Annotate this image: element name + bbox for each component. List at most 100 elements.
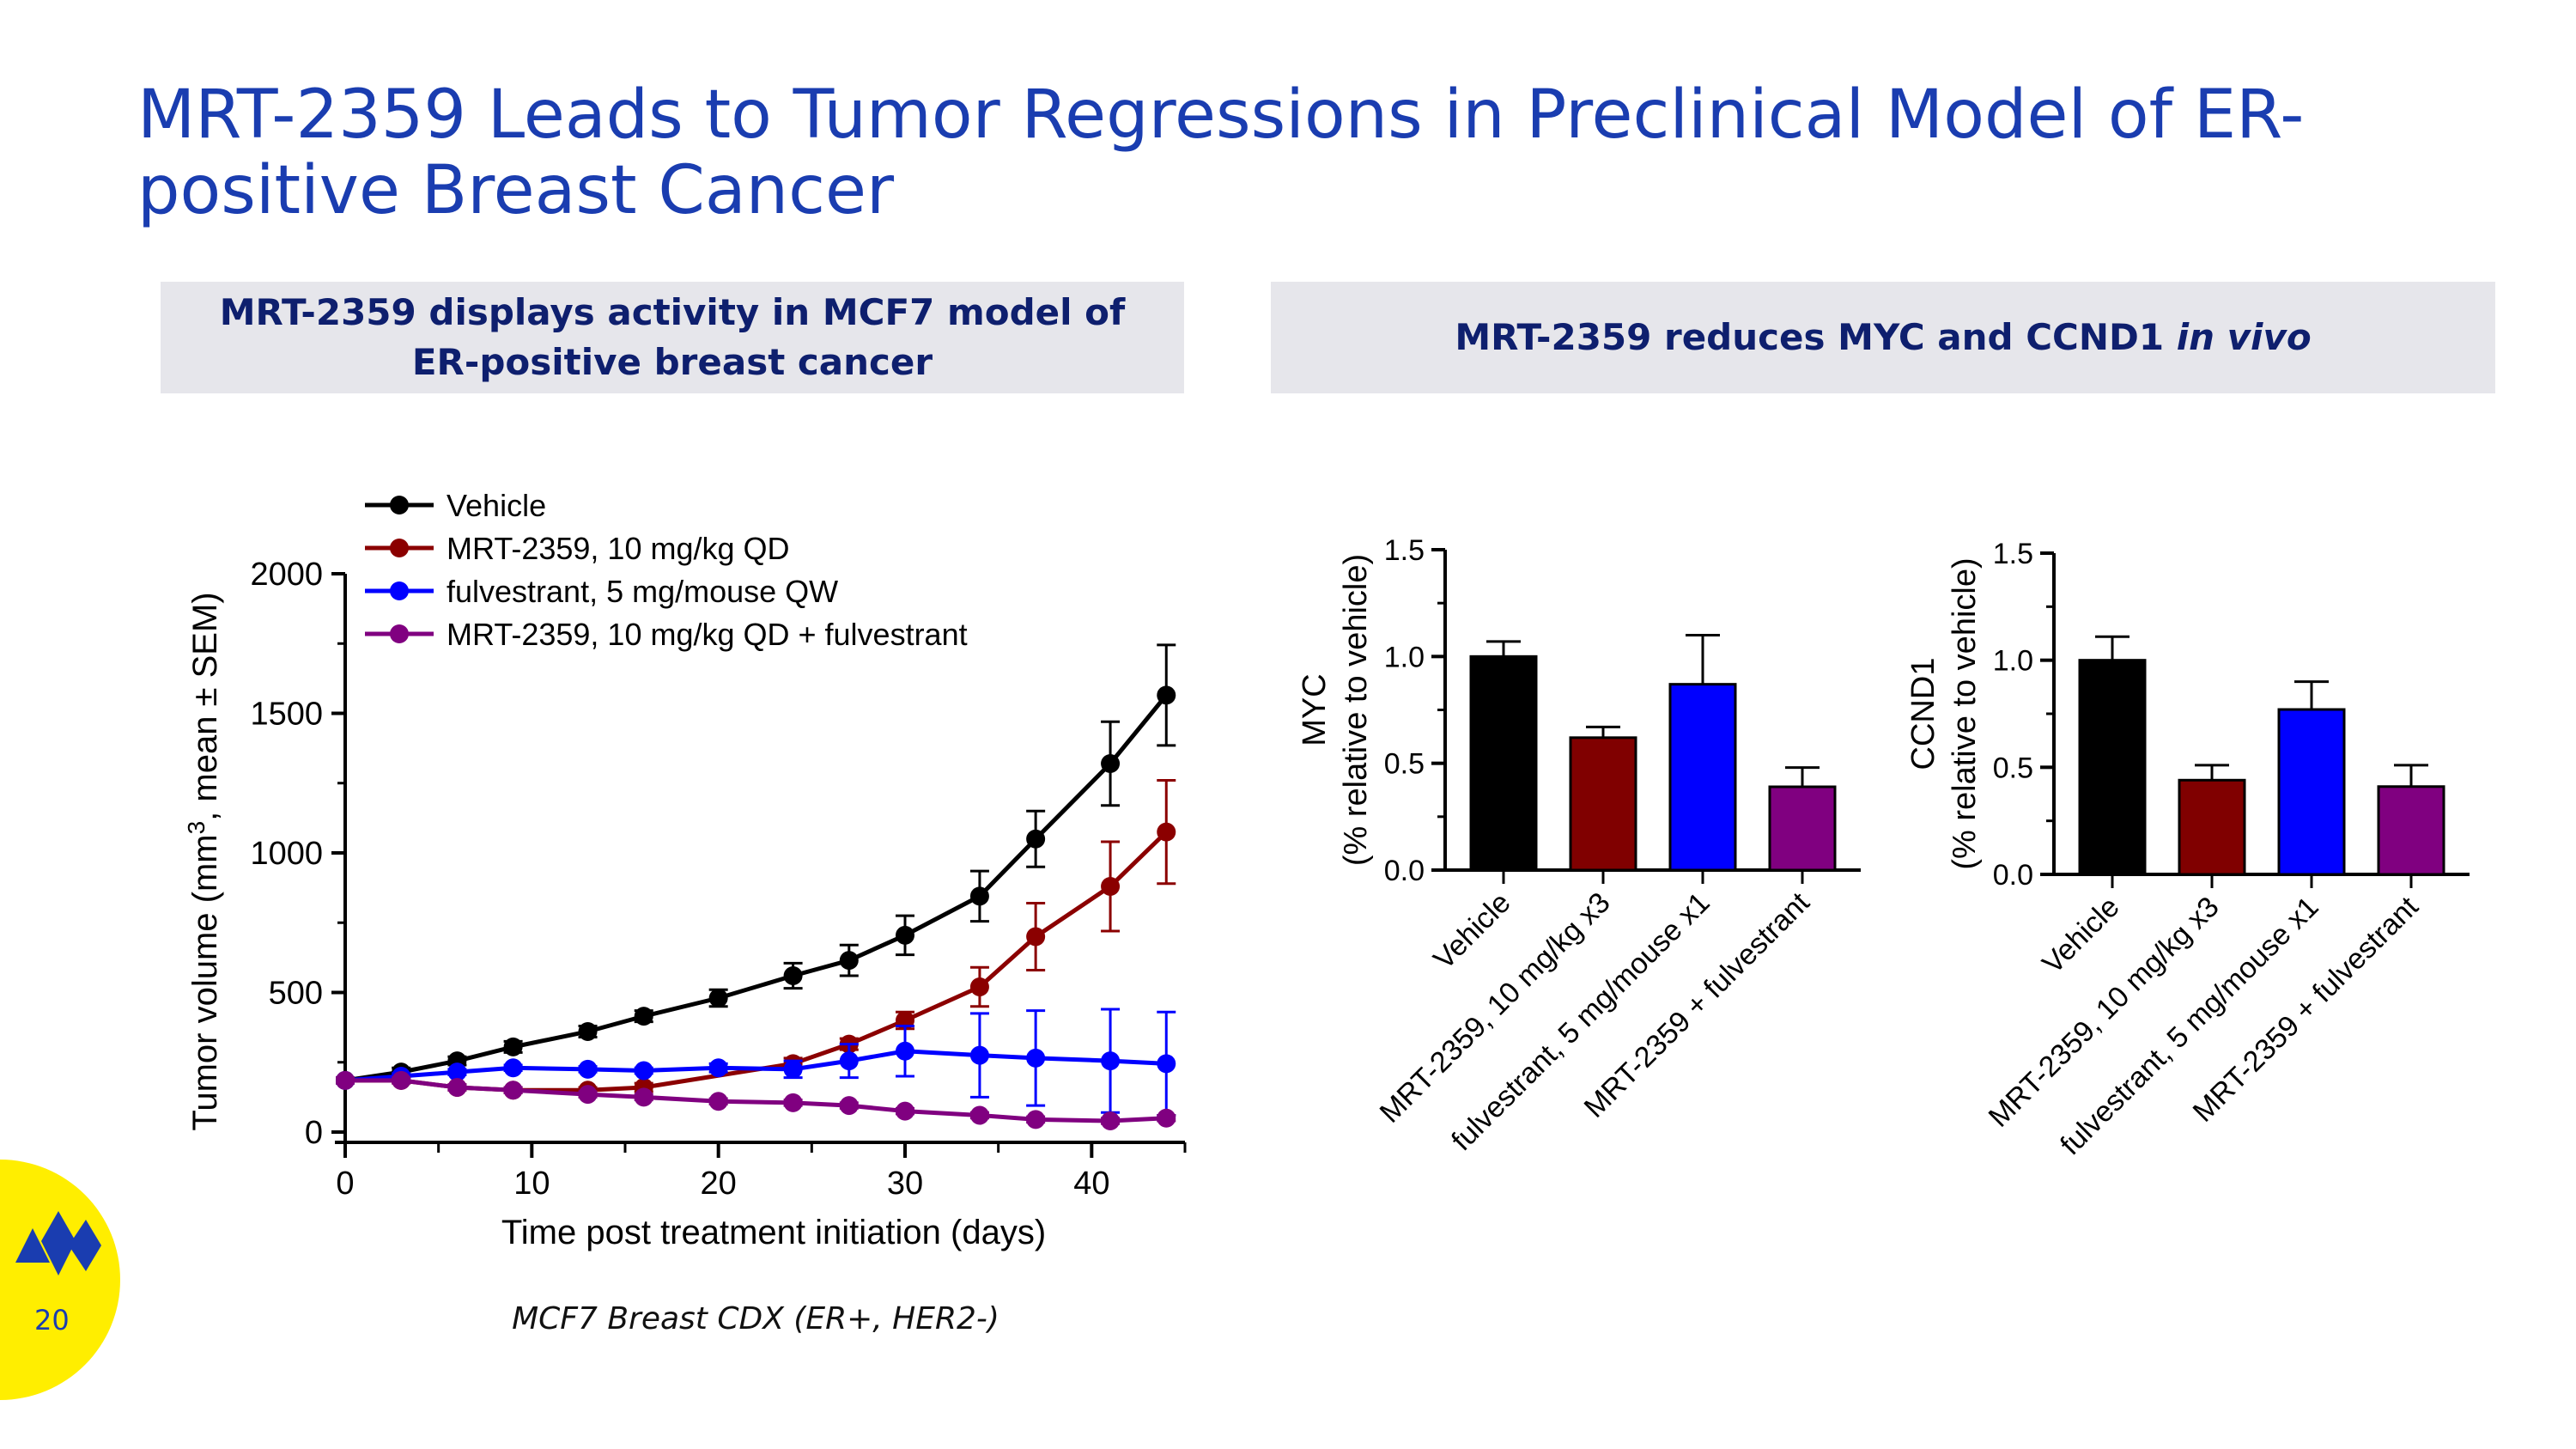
y-axis-label-secondary: (% relative to vehicle): [1947, 557, 1983, 869]
series-0: [336, 643, 1176, 1090]
y-tick-label: 1.5: [1993, 538, 2033, 570]
legend-marker: [390, 539, 409, 557]
y-tick-label: 1.0: [1384, 641, 1425, 673]
series-3: [336, 1070, 1176, 1130]
slide-title: MRT-2359 Leads to Tumor Regressions in P…: [137, 76, 2305, 229]
x-axis-label: Time post treatment initiation (days): [501, 1214, 1046, 1251]
bar: [2178, 778, 2246, 876]
right-header-italic: in vivo: [2176, 316, 2312, 358]
y-tick-label: 1.5: [1384, 534, 1425, 567]
y-axis-label-secondary: (% relative to vehicle): [1338, 554, 1374, 866]
data-point: [1101, 877, 1121, 896]
data-point: [1157, 822, 1176, 842]
data-point: [708, 989, 728, 1008]
series-2: [336, 1008, 1176, 1117]
data-point: [969, 977, 989, 996]
data-point: [503, 1037, 523, 1056]
line-chart: 0 500 1000 1500 2000 0 10 20 30 40 Time post treat…: [183, 488, 1187, 1251]
data-point: [447, 1062, 467, 1082]
data-point: [708, 1058, 728, 1078]
data-point: [783, 1093, 803, 1112]
legend-marker: [390, 581, 409, 600]
y-tick-label: 1.0: [1993, 645, 2033, 678]
x-tick-label: Vehicle: [1427, 886, 1516, 976]
x-tick-label: Vehicle: [2036, 891, 2125, 980]
data-point: [969, 886, 989, 906]
data-point: [896, 925, 914, 945]
legend-label: Vehicle: [447, 488, 546, 523]
company-logo-icon: [15, 1211, 101, 1275]
y-tick-label: 0.5: [1384, 748, 1425, 781]
data-point: [1026, 927, 1046, 947]
y-tick-label: 500: [269, 976, 323, 1012]
series-line: [344, 693, 1169, 1083]
legend-marker: [390, 624, 409, 643]
data-point: [1101, 1111, 1121, 1130]
y-tick-label: 0.0: [1993, 859, 2033, 892]
bar: [1469, 654, 1538, 872]
data-point: [708, 1092, 728, 1111]
data-point: [634, 1061, 653, 1081]
data-point: [1101, 1051, 1121, 1071]
data-point: [392, 1070, 411, 1090]
data-point: [634, 1087, 653, 1107]
y-tick-label: 0.5: [1993, 752, 2033, 784]
left-panel-header: MRT-2359 displays activity in MCF7 model…: [161, 282, 1184, 393]
data-point: [447, 1078, 467, 1097]
data-point: [783, 1059, 803, 1079]
x-tick-label: 10: [513, 1166, 550, 1202]
data-point: [839, 951, 859, 971]
y-tick-label: 2000: [250, 557, 323, 593]
data-point: [839, 1051, 859, 1071]
y-tick-label: 0.0: [1384, 855, 1425, 887]
data-point: [1026, 829, 1046, 849]
y-tick-label: 1000: [250, 836, 323, 872]
data-point: [896, 1041, 914, 1061]
data-point: [839, 1096, 859, 1116]
bar-chart-1: 0.0 0.5 1.0 1.5 MYC (% relative to vehicle) Ve…: [1297, 534, 1861, 1157]
bar: [1569, 736, 1637, 872]
y-axis-label: CCND1: [1905, 658, 1941, 770]
data-point: [1157, 1108, 1176, 1128]
bar-chart-2: 0.0 0.5 1.0 1.5 CCND1 (% relative to vehicle)…: [1905, 538, 2470, 1161]
y-axis-label: Tumor volume (mm3, mean ± SEM): [183, 592, 224, 1130]
data-point: [578, 1022, 598, 1041]
legend-label: MRT-2359, 10 mg/kg QD + fulvestrant: [447, 617, 968, 652]
data-point: [578, 1085, 598, 1105]
data-point: [634, 1007, 653, 1026]
right-header-main: MRT-2359 reduces MYC and CCND1: [1455, 316, 2177, 358]
data-point: [969, 1045, 989, 1065]
series-1: [336, 779, 1176, 1100]
y-tick-label: 0: [305, 1115, 323, 1151]
y-tick-label: 1500: [250, 697, 323, 733]
data-point: [503, 1058, 523, 1078]
data-point: [896, 1101, 914, 1121]
data-point: [336, 1070, 355, 1090]
figure-caption: MCF7 Breast CDX (ER+, HER2-): [512, 1301, 999, 1336]
page-number: 20: [34, 1304, 70, 1336]
left-panel-header-text: MRT-2359 displays activity in MCF7 model…: [219, 291, 1126, 383]
data-point: [1157, 685, 1176, 705]
right-panel-header-text: MRT-2359 reduces MYC and CCND1 in vivo: [1320, 313, 2446, 362]
data-point: [1026, 1110, 1046, 1129]
x-tick-label: 30: [887, 1166, 923, 1202]
bar: [1668, 683, 1737, 872]
data-point: [578, 1059, 598, 1079]
legend-label: MRT-2359, 10 mg/kg QD: [447, 531, 790, 566]
data-point: [1101, 754, 1121, 773]
bar: [2277, 708, 2346, 876]
data-point: [969, 1105, 989, 1125]
right-panel-header: MRT-2359 reduces MYC and CCND1 in vivo: [1271, 282, 2495, 393]
bar: [2078, 659, 2147, 876]
legend-label: fulvestrant, 5 mg/mouse QW: [447, 574, 838, 609]
legend-marker: [390, 496, 409, 514]
y-axis-label: MYC: [1297, 673, 1333, 746]
x-tick-label: 40: [1073, 1166, 1109, 1202]
data-point: [1026, 1048, 1046, 1068]
data-point: [1157, 1054, 1176, 1074]
series-line: [345, 830, 1169, 1093]
x-tick-label: 0: [336, 1166, 354, 1202]
data-point: [503, 1081, 523, 1100]
bar: [2377, 785, 2445, 876]
